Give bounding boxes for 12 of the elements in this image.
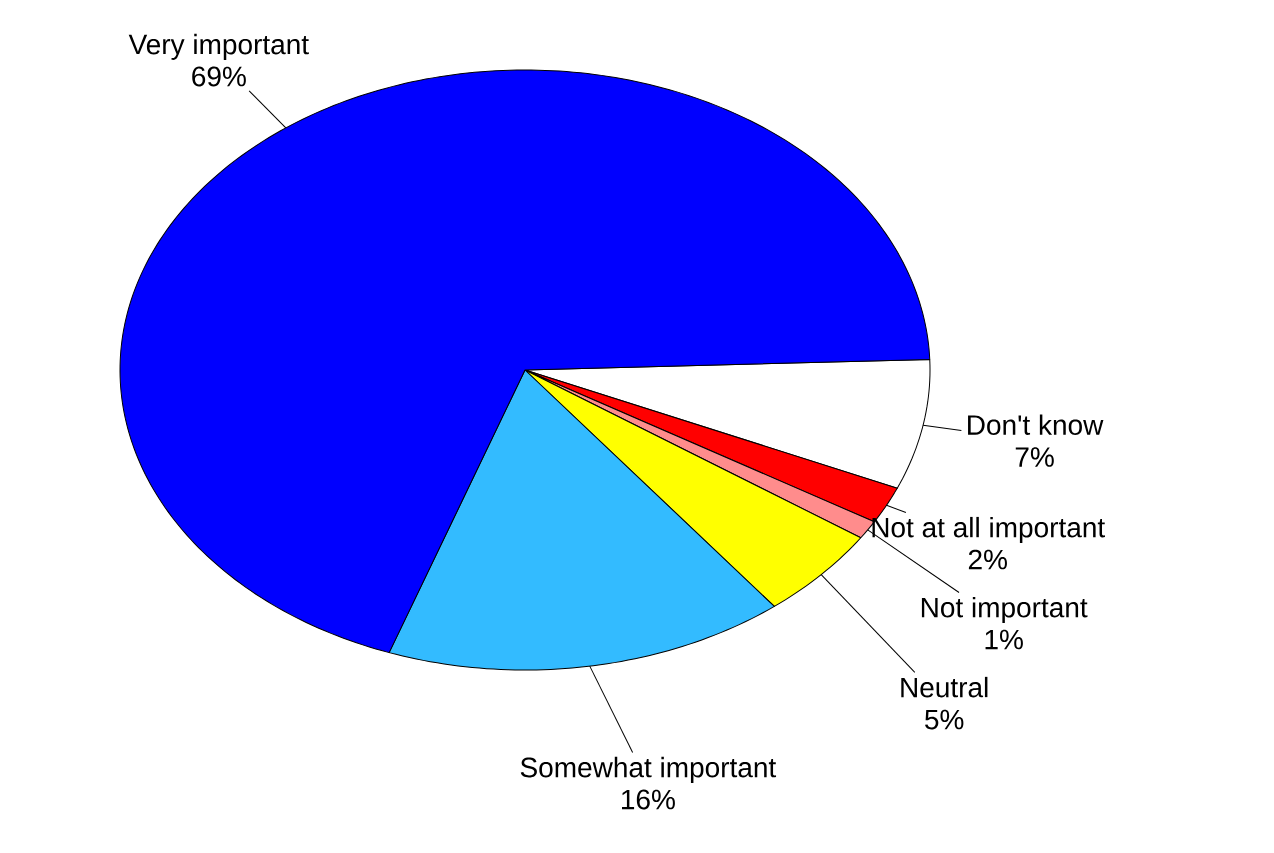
data-label: 2% xyxy=(968,549,1007,570)
data-label: 1% xyxy=(985,629,1023,650)
slice-label: Not important xyxy=(921,596,1088,623)
data-label: 5% xyxy=(925,709,964,730)
slice-label: Don't know xyxy=(968,414,1104,435)
data-label: 69% xyxy=(192,66,246,87)
data-label: 16% xyxy=(622,789,675,810)
slice-label: Neutral xyxy=(901,676,988,698)
slice-label: Very important xyxy=(128,33,309,60)
slice-label: Not at all important xyxy=(872,516,1105,543)
data-label: 7% xyxy=(1015,447,1054,467)
slice-label: Somewhat important xyxy=(520,756,777,783)
